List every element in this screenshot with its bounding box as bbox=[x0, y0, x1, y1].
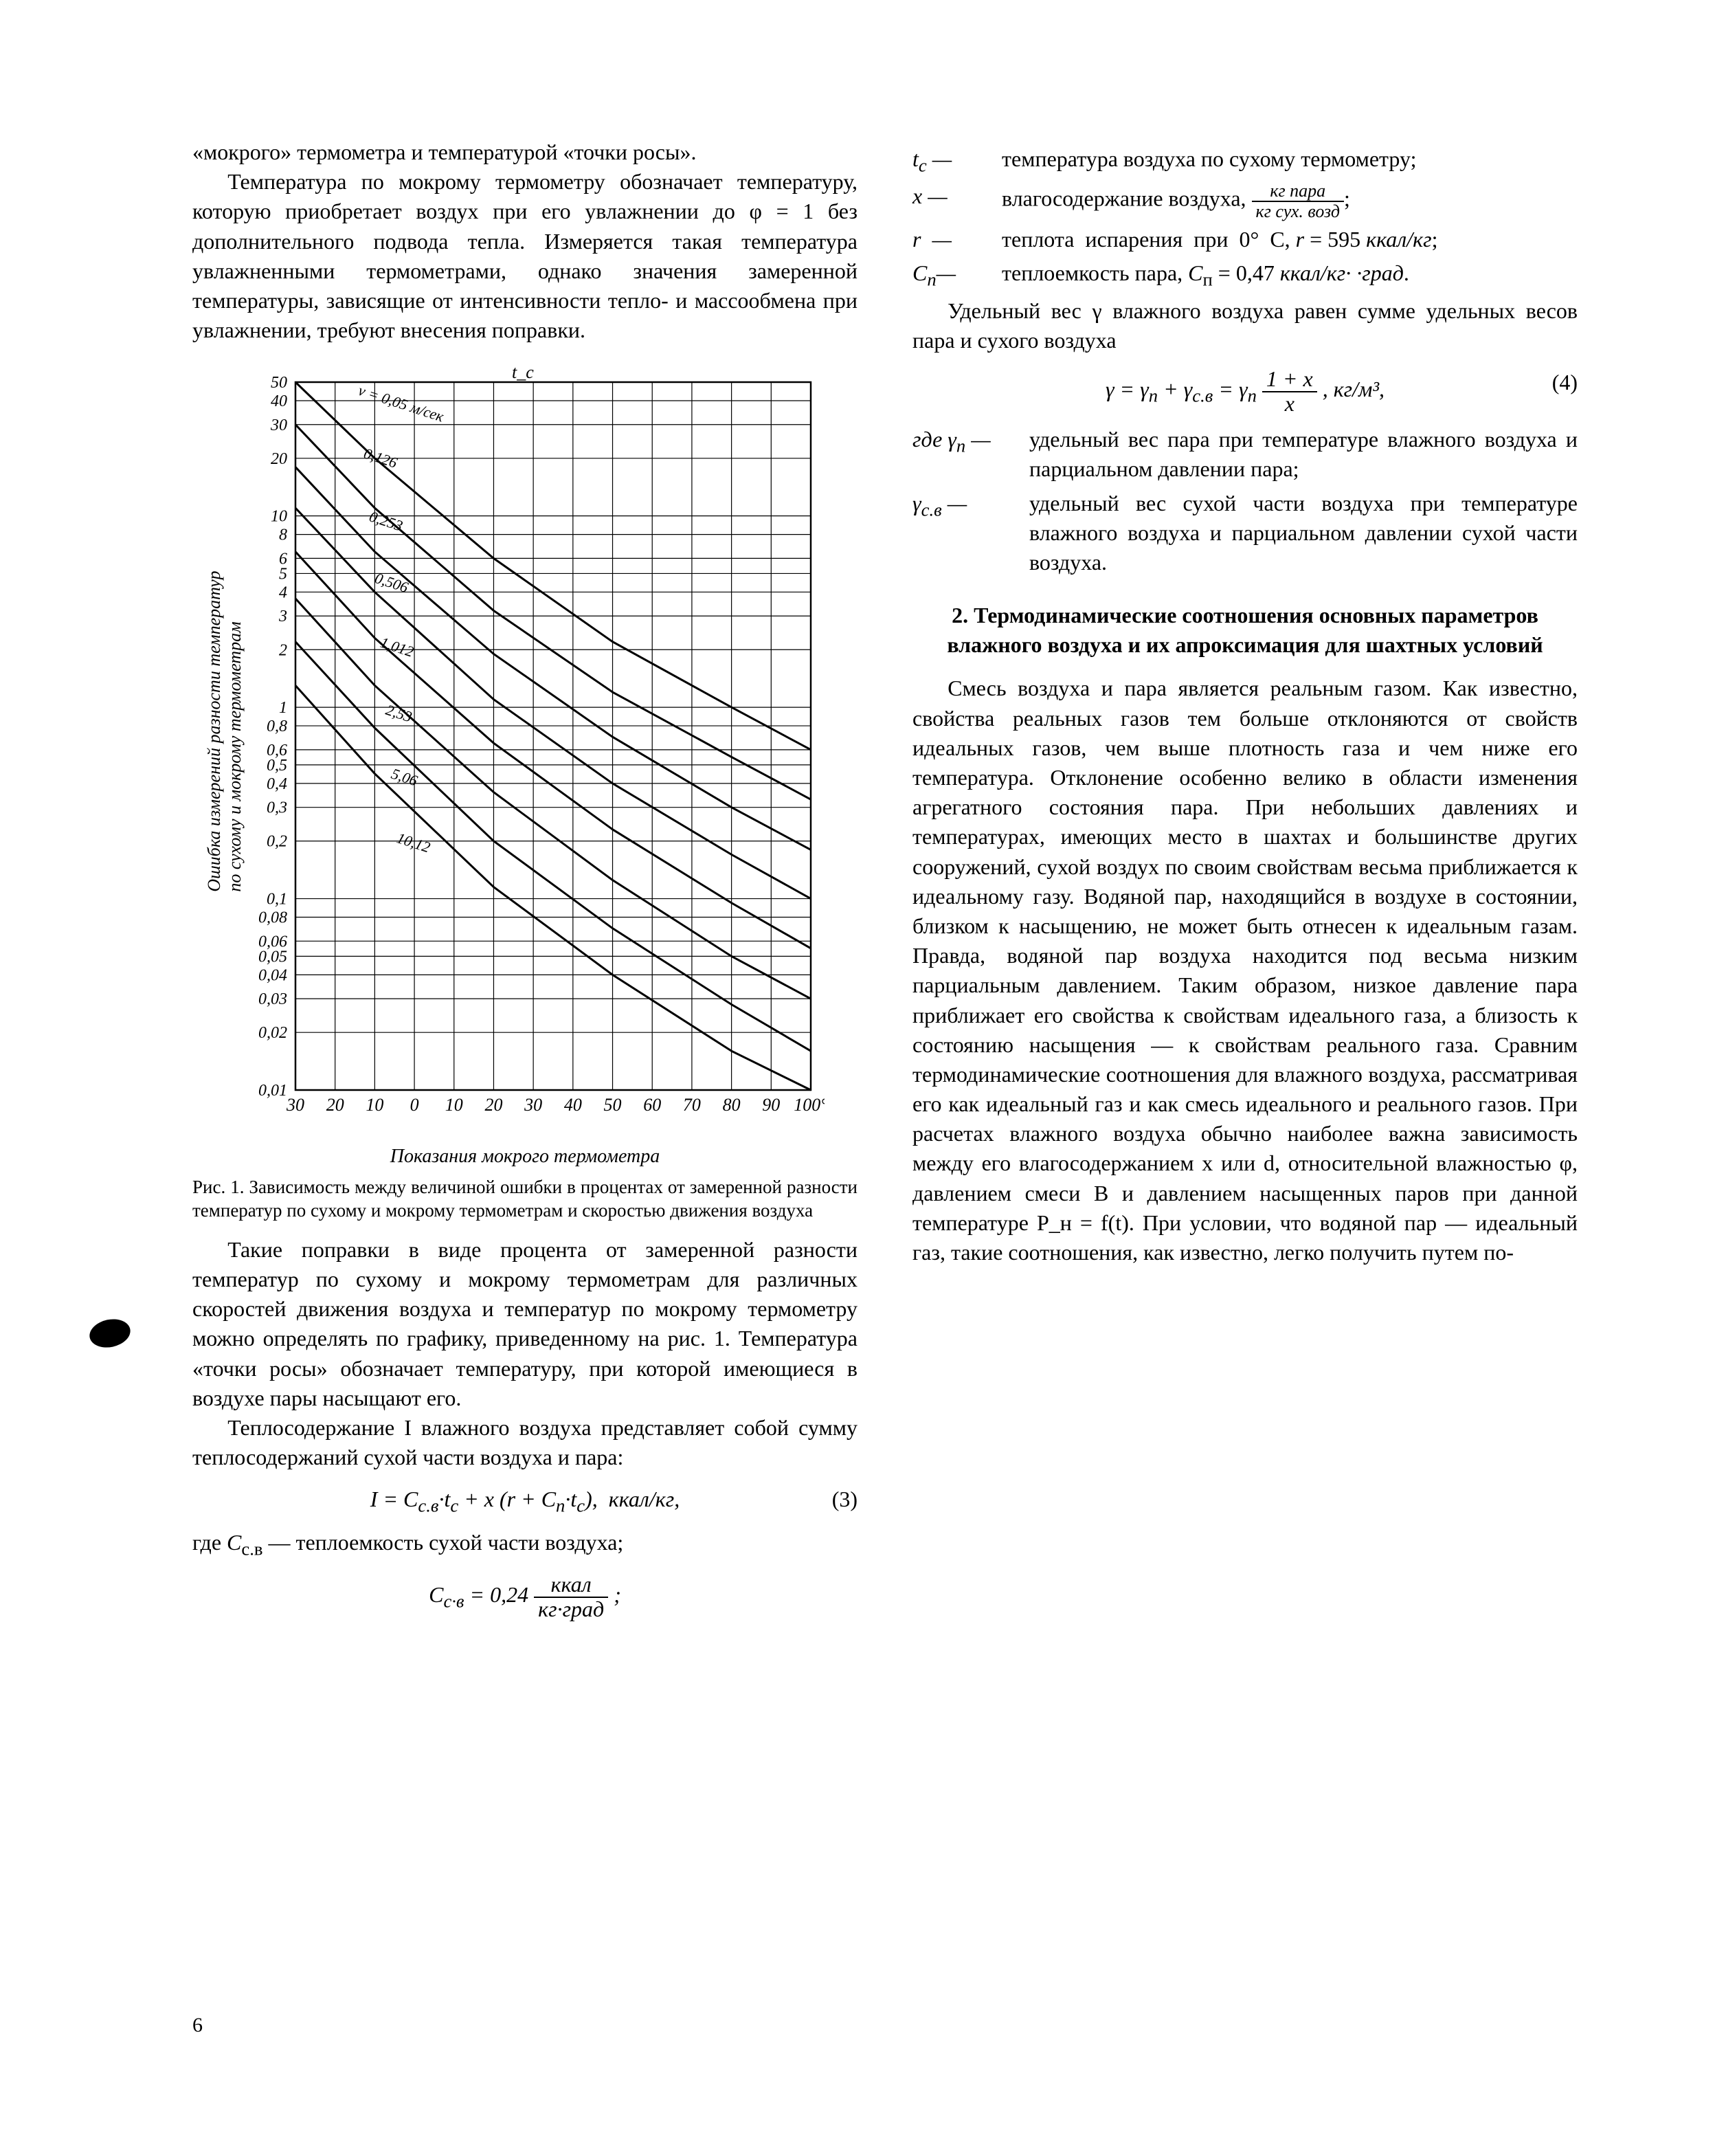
svg-text:0,04: 0,04 bbox=[258, 967, 287, 985]
svg-text:50: 50 bbox=[271, 374, 287, 392]
scan-artifact bbox=[87, 1315, 133, 1351]
svg-text:10,12: 10,12 bbox=[394, 830, 432, 856]
svg-text:50: 50 bbox=[604, 1095, 622, 1115]
section-heading: 2. Термодинамические соотношения основны… bbox=[912, 601, 1578, 660]
symbol: γс.в — bbox=[912, 489, 1029, 578]
equation-4: γ = γп + γс.в = γп 1 + x x , кг/м³, (4) bbox=[912, 368, 1578, 415]
svg-text:1,012: 1,012 bbox=[378, 634, 416, 660]
definition: влагосодержание воздуха, кг пара кг сух.… bbox=[1002, 181, 1578, 221]
equation-number: (4) bbox=[1552, 368, 1578, 397]
x-axis-title: Показания мокрого термометра bbox=[192, 1144, 857, 1170]
svg-text:4: 4 bbox=[279, 584, 287, 602]
svg-text:0,03: 0,03 bbox=[258, 990, 287, 1008]
svg-text:v = 0,05 м/сек: v = 0,05 м/сек bbox=[356, 381, 446, 425]
figure-1-caption: Рис. 1. Зависимость между величиной ошиб… bbox=[192, 1176, 857, 1223]
definition: температура воздуха по сухому термометру… bbox=[1002, 144, 1578, 177]
svg-text:2,53: 2,53 bbox=[383, 701, 414, 726]
equation-number: (3) bbox=[832, 1485, 857, 1514]
svg-text:5,06: 5,06 bbox=[389, 765, 419, 790]
svg-text:10: 10 bbox=[445, 1095, 463, 1115]
svg-text:40: 40 bbox=[271, 392, 287, 410]
svg-text:3: 3 bbox=[278, 608, 287, 626]
svg-text:0,1: 0,1 bbox=[267, 891, 287, 909]
paragraph: Температура по мокрому термометру обозна… bbox=[192, 167, 857, 345]
definition: теплоемкость пара, Cп = 0,47 ккал/кг· ·г… bbox=[1002, 258, 1578, 291]
svg-text:6: 6 bbox=[279, 551, 287, 568]
equation-3: I = Cс.в·tс + x (r + Cп·tс), ккал/кг, (3… bbox=[192, 1485, 857, 1518]
figure-1: 3020100102030405060708090100°0,010,020,0… bbox=[192, 362, 857, 1222]
svg-text:90: 90 bbox=[762, 1095, 780, 1115]
svg-text:30: 30 bbox=[270, 416, 287, 434]
symbol: r — bbox=[912, 225, 1002, 254]
svg-text:30: 30 bbox=[286, 1095, 304, 1115]
page: «мокрого» термометра и температурой «точ… bbox=[0, 0, 1715, 2156]
paragraph: Такие поправки в виде процента от замере… bbox=[192, 1235, 857, 1413]
symbol: где γп — bbox=[912, 425, 1029, 484]
svg-text:10: 10 bbox=[366, 1095, 383, 1115]
svg-text:0: 0 bbox=[410, 1095, 419, 1115]
svg-text:t_с: t_с bbox=[512, 362, 534, 382]
svg-text:0,253: 0,253 bbox=[367, 508, 405, 535]
svg-text:0,2: 0,2 bbox=[267, 833, 287, 851]
svg-text:0,126: 0,126 bbox=[361, 445, 399, 471]
svg-text:0,01: 0,01 bbox=[258, 1082, 287, 1100]
svg-text:40: 40 bbox=[564, 1095, 582, 1115]
svg-text:0,6: 0,6 bbox=[267, 742, 287, 759]
paragraph: Смесь воздуха и пара является реальным г… bbox=[912, 674, 1578, 1267]
symbol: tс — bbox=[912, 144, 1002, 177]
svg-text:0,8: 0,8 bbox=[267, 718, 287, 735]
definition: удельный вес сухой части воздуха при тем… bbox=[1029, 489, 1578, 578]
svg-text:80: 80 bbox=[723, 1095, 741, 1115]
svg-text:0,06: 0,06 bbox=[258, 933, 287, 951]
svg-text:8: 8 bbox=[279, 526, 287, 544]
svg-text:100°: 100° bbox=[794, 1095, 825, 1115]
definition: удельный вес пара при температуре влажно… bbox=[1029, 425, 1578, 484]
svg-text:0,3: 0,3 bbox=[267, 799, 287, 817]
svg-text:1: 1 bbox=[279, 699, 287, 717]
symbol: x — bbox=[912, 181, 1002, 221]
paragraph: Теплосодержание I влажного воздуха предс… bbox=[192, 1413, 857, 1472]
svg-text:70: 70 bbox=[683, 1095, 701, 1115]
svg-text:0,4: 0,4 bbox=[267, 775, 287, 793]
svg-text:0,02: 0,02 bbox=[258, 1024, 287, 1042]
svg-text:20: 20 bbox=[271, 450, 287, 468]
svg-text:2: 2 bbox=[279, 642, 287, 660]
svg-text:0,08: 0,08 bbox=[258, 909, 287, 927]
svg-text:60: 60 bbox=[643, 1095, 661, 1115]
two-column-body: «мокрого» термометра и температурой «точ… bbox=[192, 137, 1578, 1630]
page-number: 6 bbox=[192, 2012, 203, 2040]
svg-text:Ошибка измерений разности темп: Ошибка измерений разности температурпо с… bbox=[204, 571, 245, 892]
svg-text:10: 10 bbox=[271, 508, 287, 526]
figure-1-chart: 3020100102030405060708090100°0,010,020,0… bbox=[192, 362, 825, 1131]
where-line: где Cс.в — теплоемкость сухой части возд… bbox=[192, 1528, 857, 1561]
definition: теплота испарения при 0° С, r = 595 ккал… bbox=[1002, 225, 1578, 254]
where-block: tс — температура воздуха по сухому термо… bbox=[912, 144, 1578, 292]
paragraph: Удельный вес γ влажного воздуха равен су… bbox=[912, 296, 1578, 355]
svg-text:20: 20 bbox=[484, 1095, 502, 1115]
paragraph: «мокрого» термометра и температурой «точ… bbox=[192, 137, 857, 167]
where-block-2: где γп — удельный вес пара при температу… bbox=[912, 425, 1578, 577]
svg-text:30: 30 bbox=[524, 1095, 542, 1115]
svg-text:20: 20 bbox=[326, 1095, 344, 1115]
equation-cv: Cс·в = 0,24 ккал кг·град ; bbox=[192, 1573, 857, 1621]
symbol: Cп— bbox=[912, 258, 1002, 291]
